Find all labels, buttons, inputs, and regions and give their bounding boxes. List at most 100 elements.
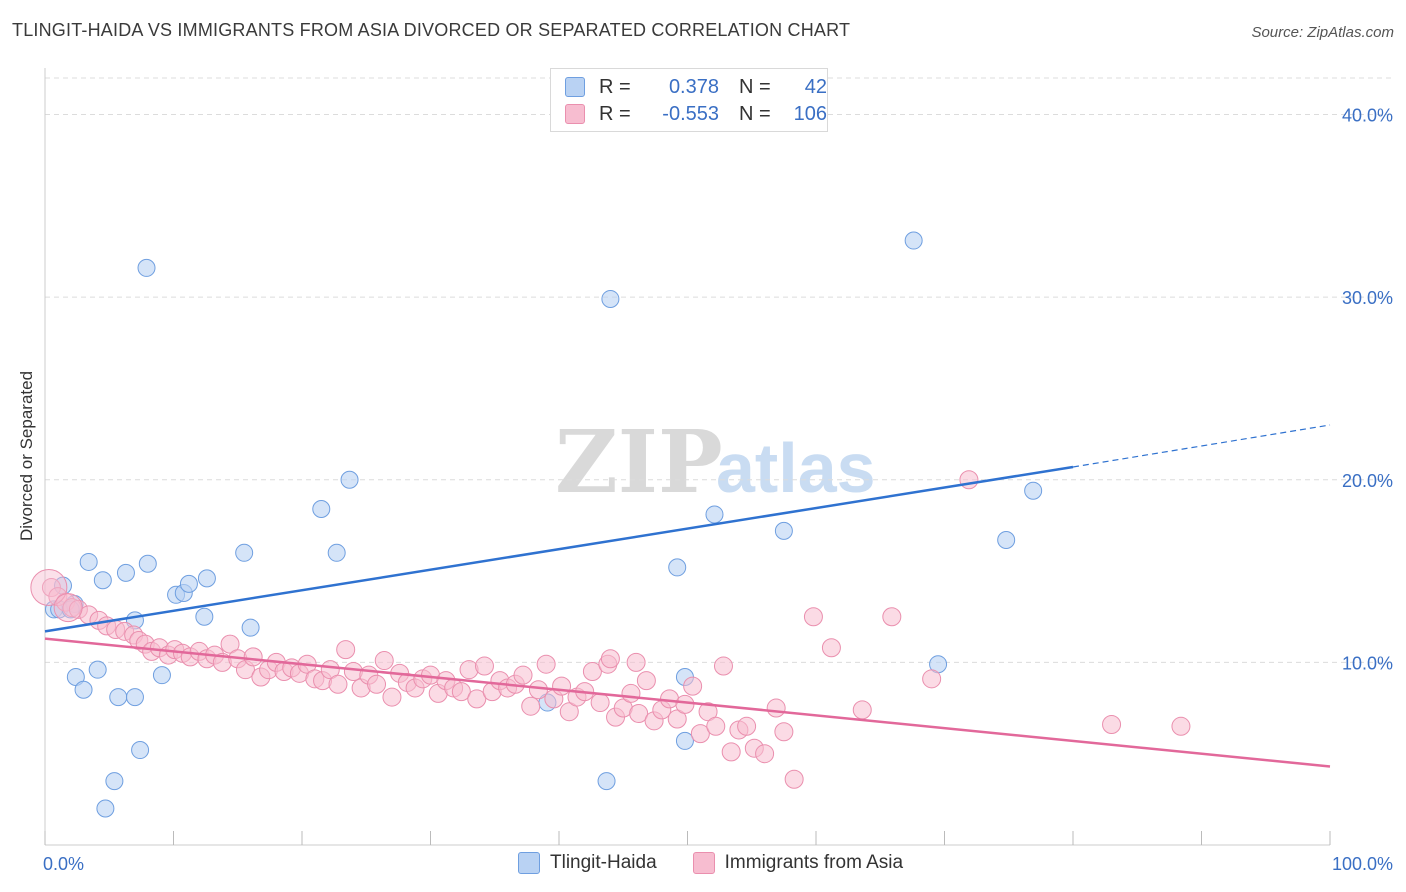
data-point-tlingit (96, 799, 115, 818)
data-point-asia (367, 674, 387, 694)
series-immigrants-from-asia (30, 470, 1191, 789)
data-point-tlingit (997, 531, 1016, 550)
legend-swatch-blue (518, 852, 540, 874)
legend-swatch-pink (565, 104, 585, 124)
data-point-asia (320, 660, 340, 680)
x-tick-label: 100.0% (1332, 854, 1393, 874)
data-point-tlingit (675, 731, 694, 750)
data-point-tlingit (241, 618, 260, 637)
data-point-tlingit (597, 772, 616, 791)
data-point-tlingit (312, 499, 331, 518)
data-point-asia (336, 640, 356, 660)
data-point-tlingit (105, 772, 124, 791)
data-point-asia (882, 607, 902, 627)
data-point-asia (1171, 716, 1191, 736)
data-point-asia (922, 669, 942, 689)
data-point-tlingit (88, 660, 107, 679)
data-point-tlingit (327, 543, 346, 562)
legend-label-immigrants-from-asia: Immigrants from Asia (724, 852, 904, 873)
data-point-asia (755, 744, 775, 764)
legend-swatch-pink (692, 852, 715, 874)
data-point-asia (706, 716, 726, 736)
data-point-asia (374, 651, 394, 671)
data-point-asia (667, 709, 687, 729)
data-point-asia (590, 693, 610, 713)
y-tick-label: 40.0% (1342, 106, 1393, 126)
data-point-tlingit (774, 521, 793, 540)
x-tick-label: 0.0% (43, 854, 84, 874)
data-point-asia (582, 662, 602, 682)
data-point-asia-large (30, 569, 68, 607)
data-point-asia (559, 702, 579, 722)
legend-row-asia: R = -0.553 N = 106 (565, 102, 827, 126)
data-point-asia (821, 638, 841, 658)
data-point-asia (626, 652, 646, 672)
data-point-asia (382, 687, 402, 707)
chart-title: TLINGIT-HAIDA VS IMMIGRANTS FROM ASIA DI… (12, 20, 851, 40)
data-point-asia (621, 683, 641, 703)
data-point-asia (629, 704, 649, 724)
data-point-tlingit (116, 563, 135, 582)
data-point-asia (528, 680, 548, 700)
data-point-asia-large (53, 593, 83, 623)
watermark-zip: ZIP (555, 412, 723, 513)
data-point-asia (721, 742, 741, 762)
data-point-asia (803, 607, 823, 627)
legend-r-label: R = (599, 75, 631, 98)
legend-n-value: 106 (793, 102, 827, 125)
data-point-asia (552, 676, 572, 696)
legend-swatch-blue (565, 77, 585, 97)
data-point-asia (766, 698, 786, 718)
data-point-asia (220, 634, 240, 654)
data-point-tlingit (904, 231, 923, 250)
data-point-asia (713, 656, 733, 676)
x-tick-labels: 0.0% 100.0% (43, 854, 1393, 874)
data-point-tlingit (197, 569, 216, 588)
data-point-asia (1102, 714, 1122, 734)
data-point-asia (636, 671, 656, 691)
data-point-asia (451, 682, 471, 702)
legend-n-label: N = (739, 75, 771, 98)
data-point-asia (784, 769, 804, 789)
correlation-legend: R = 0.378 N = 42 R = -0.553 N = 106 (550, 68, 828, 132)
data-point-asia (737, 716, 757, 736)
data-point-tlingit (601, 289, 620, 308)
y-tick-labels: 10.0% 20.0% 30.0% 40.0% (1342, 106, 1393, 674)
data-point-tlingit (179, 574, 198, 593)
data-point-tlingit (152, 666, 171, 685)
legend-r-label: R = (599, 102, 631, 125)
data-point-tlingit (668, 558, 687, 577)
data-point-tlingit (138, 554, 157, 573)
y-axis-title: Divorced or Separated (17, 371, 36, 541)
legend-n-label: N = (739, 102, 771, 125)
data-point-asia (513, 665, 533, 685)
source-label: Source: ZipAtlas.com (1251, 24, 1394, 41)
data-point-asia (243, 647, 263, 667)
data-point-tlingit (74, 680, 93, 699)
data-point-asia (521, 696, 541, 716)
data-point-tlingit (131, 741, 150, 760)
data-point-asia (328, 674, 348, 694)
data-point-tlingit (79, 552, 98, 571)
data-point-asia (600, 649, 620, 669)
data-point-asia (690, 724, 710, 744)
legend-n-value: 42 (804, 75, 827, 98)
data-point-asia (474, 656, 494, 676)
data-point-asia (467, 689, 487, 709)
trend-line-tlingit (44, 465, 1074, 633)
data-point-asia (675, 694, 695, 714)
data-point-tlingit (195, 607, 214, 626)
data-point-tlingit (125, 688, 144, 707)
legend-label-tlingit-haida: Tlingit-Haida (550, 852, 657, 873)
data-point-asia (852, 700, 872, 720)
data-point-asia (774, 722, 794, 742)
data-point-tlingit (340, 470, 359, 489)
data-point-tlingit (109, 688, 128, 707)
series-legend: Tlingit-Haida Immigrants from Asia (518, 852, 939, 874)
data-point-asia (536, 654, 556, 674)
legend-item-immigrants-from-asia: Immigrants from Asia (692, 852, 904, 874)
data-point-tlingit (705, 505, 724, 524)
data-point-asia (698, 702, 718, 722)
watermark-atlas: atlas (716, 429, 876, 507)
